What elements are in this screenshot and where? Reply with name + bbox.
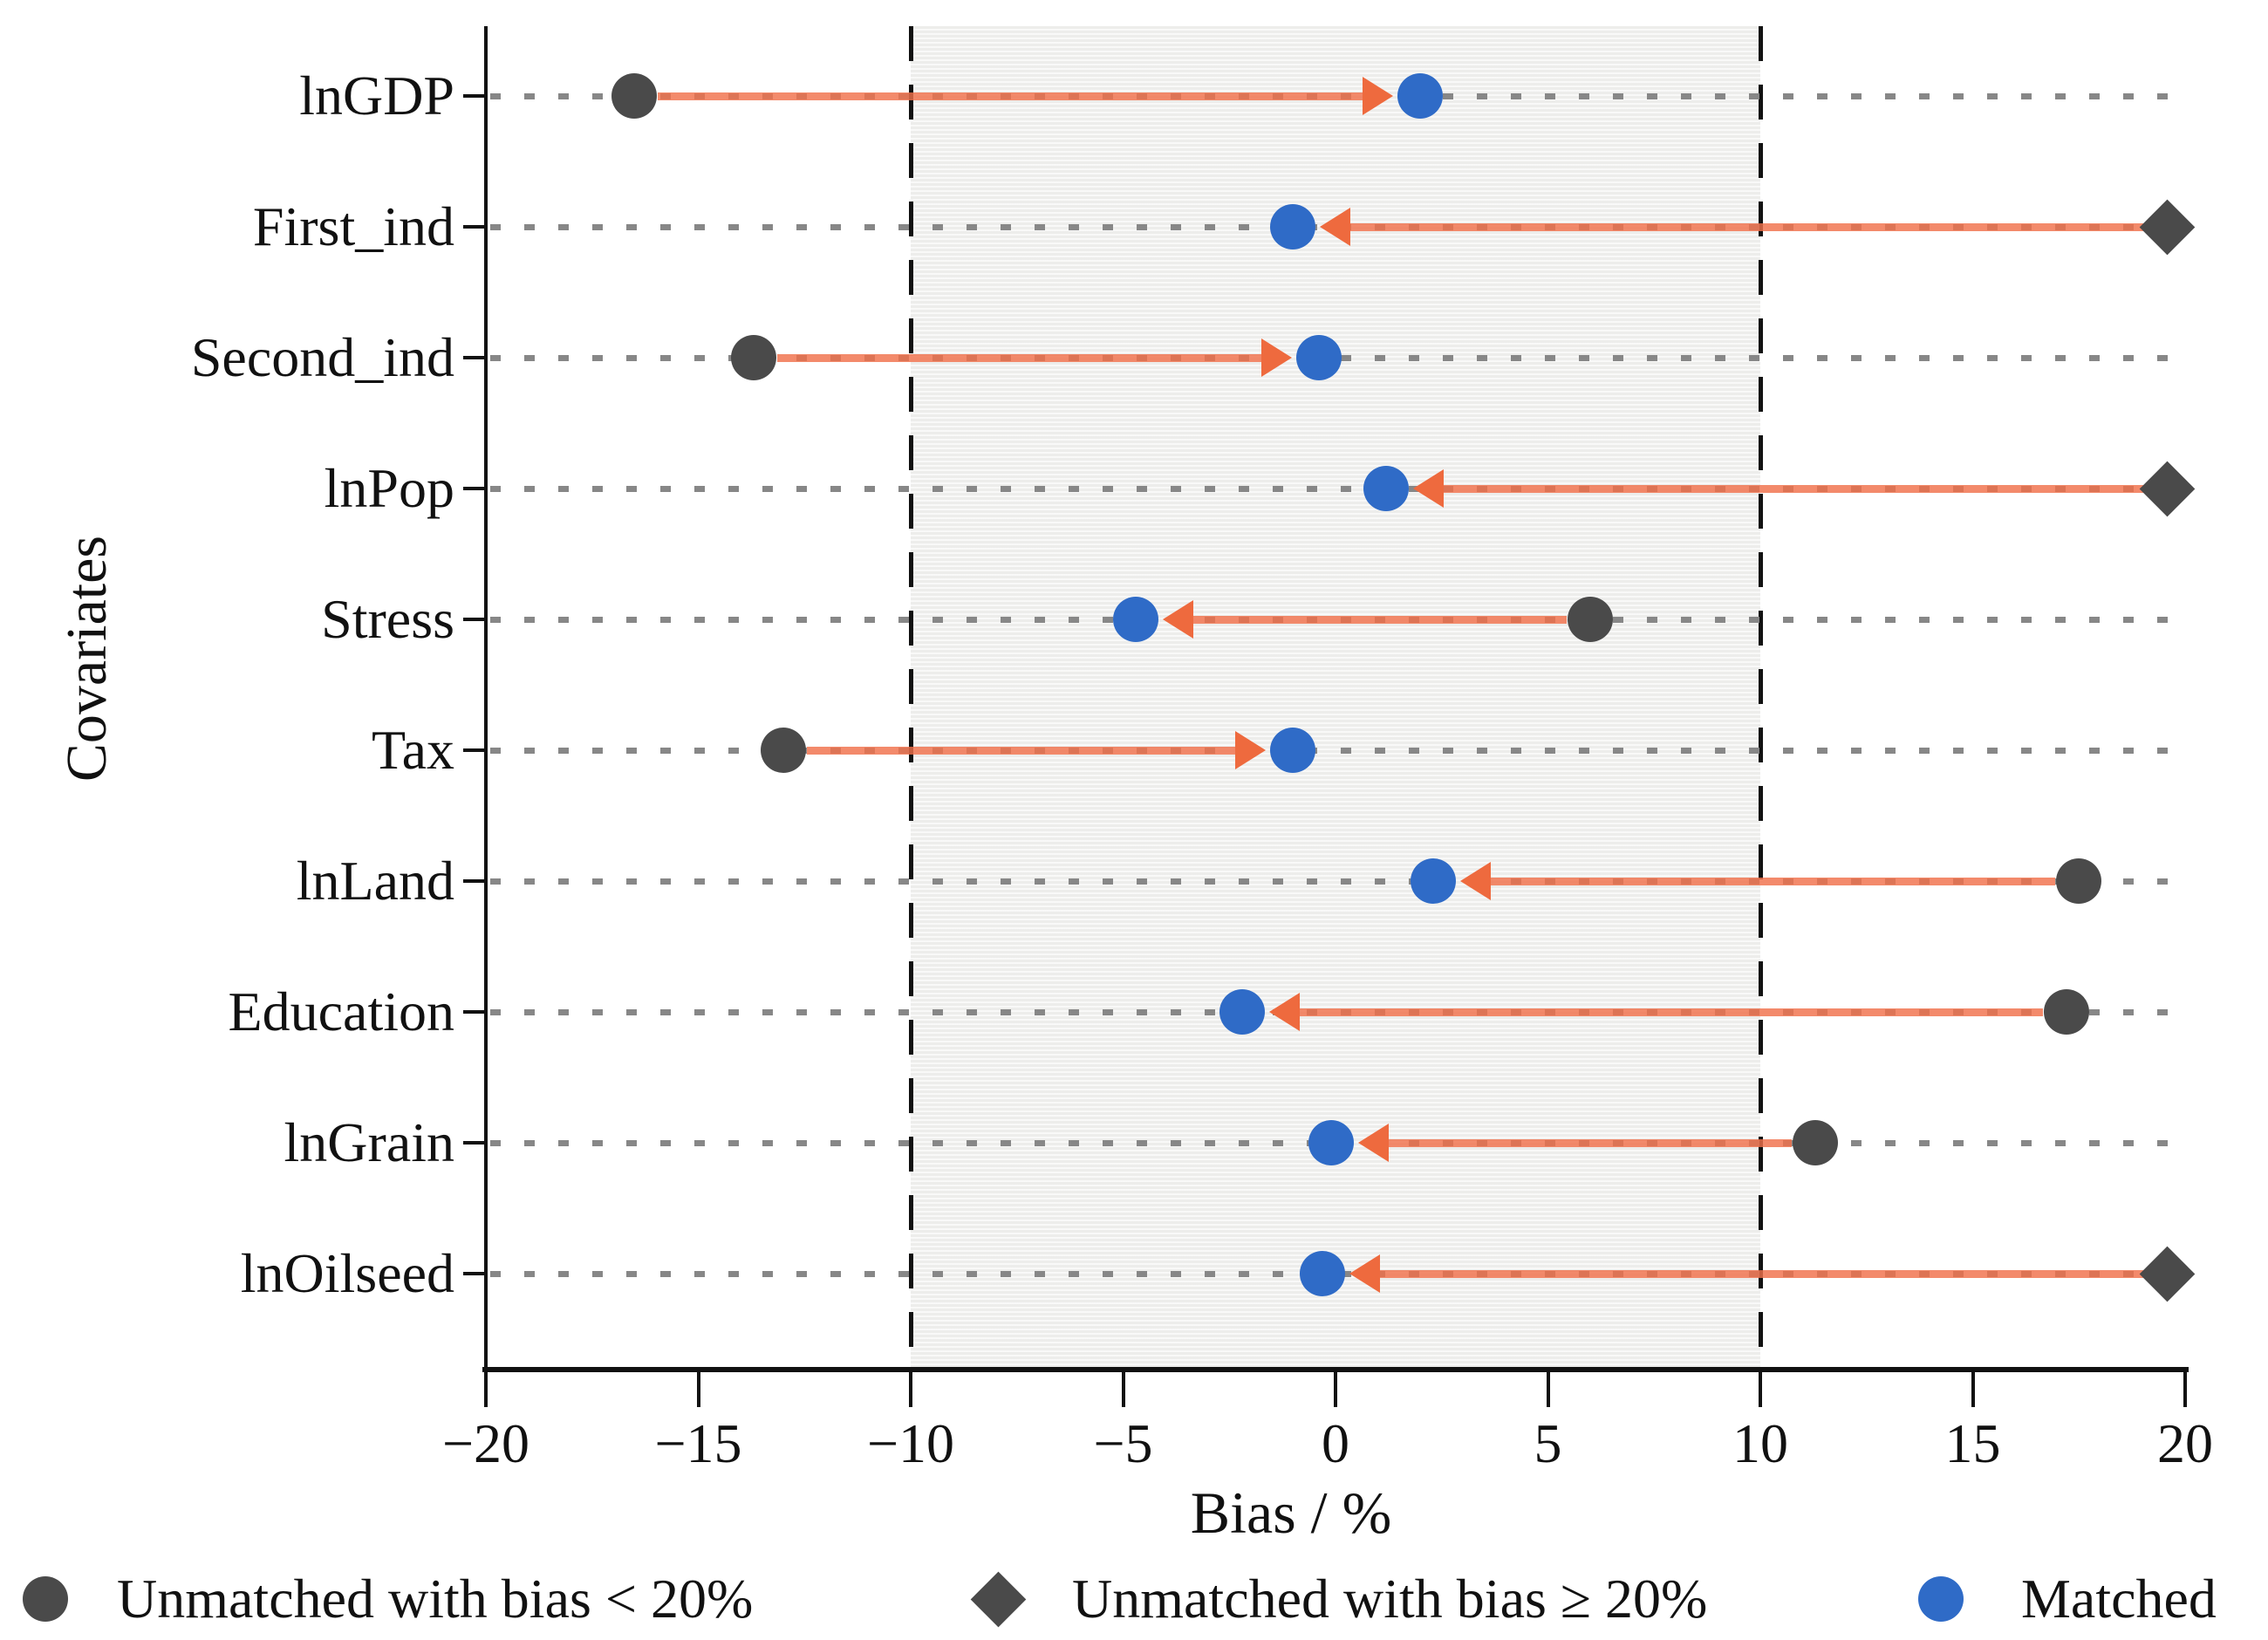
x-tick-label: 20 — [2157, 1412, 2213, 1474]
x-tick-label: 5 — [1534, 1412, 1562, 1474]
arrow-line — [1350, 222, 2143, 231]
legend-label: Unmatched with bias < 20% — [117, 1568, 754, 1630]
row-dotted-line — [490, 878, 2174, 885]
threshold-dashed-line — [1758, 26, 1763, 1370]
arrowhead-icon — [1163, 600, 1194, 639]
x-tick — [1546, 1372, 1550, 1407]
arrow-line — [1389, 1138, 1793, 1147]
x-tick — [696, 1372, 700, 1407]
arrow-line — [1193, 615, 1568, 624]
row-dotted-line — [490, 748, 2174, 754]
legend-label: Unmatched with bias ≥ 20% — [1072, 1568, 1708, 1630]
y-tick — [463, 356, 486, 359]
x-tick-label: 10 — [1732, 1412, 1788, 1474]
arrow-line — [1299, 1008, 2043, 1016]
y-category-label: lnGrain — [284, 1111, 455, 1173]
matched-circle-marker — [1295, 335, 1342, 380]
y-tick — [463, 1272, 486, 1275]
unmatched-diamond-marker — [2139, 199, 2195, 255]
y-category-label: Tax — [371, 719, 454, 781]
unmatched-circle-marker — [2043, 989, 2089, 1035]
matched-circle-icon — [1918, 1576, 1964, 1622]
arrowhead-icon — [1268, 993, 1300, 1031]
arrowhead-icon — [1349, 1254, 1381, 1293]
unmatched-circle-marker — [760, 728, 806, 773]
y-axis-title: Covariates — [55, 535, 119, 782]
matched-circle-marker — [1308, 1120, 1355, 1165]
y-tick — [463, 618, 486, 621]
arrow-line — [1491, 877, 2056, 885]
arrow-line — [776, 353, 1261, 362]
x-tick — [1334, 1372, 1337, 1407]
y-tick — [463, 94, 486, 98]
unmatched-diamond-marker — [2139, 461, 2195, 516]
y-category-label: lnLand — [296, 850, 454, 912]
x-axis-title: Bias / % — [1190, 1479, 1392, 1546]
x-tick — [1759, 1372, 1762, 1407]
arrow-line — [806, 746, 1236, 755]
y-category-label: lnGDP — [299, 65, 454, 126]
y-tick — [463, 1141, 486, 1145]
unmatched-circle-marker — [2056, 858, 2102, 904]
x-tick-label: 15 — [1944, 1412, 2001, 1474]
y-tick — [463, 1010, 486, 1014]
arrowhead-icon — [1413, 469, 1445, 508]
arrow-line — [1444, 484, 2143, 493]
arrow-line — [1380, 1269, 2143, 1278]
matched-circle-marker — [1363, 466, 1410, 511]
matched-circle-marker — [1270, 204, 1316, 249]
threshold-dashed-line — [908, 26, 913, 1370]
y-tick — [463, 748, 486, 752]
legend-item-unmatched-ge20: Unmatched with bias ≥ 20% — [970, 1567, 1708, 1631]
matched-circle-marker — [1113, 597, 1159, 642]
x-tick — [2183, 1372, 2187, 1407]
y-category-label: Stress — [321, 588, 454, 650]
y-category-label: lnPop — [324, 457, 454, 519]
x-tick-label: −10 — [866, 1412, 955, 1474]
x-tick-label: −20 — [441, 1412, 530, 1474]
y-category-label: lnOilseed — [240, 1242, 454, 1304]
y-category-label: Education — [228, 981, 454, 1042]
unmatched-circle-marker — [1568, 597, 1614, 642]
arrowhead-icon — [1460, 862, 1491, 900]
arrowhead-icon — [1320, 208, 1351, 246]
unmatched-diamond-icon — [970, 1571, 1027, 1627]
unmatched-circle-marker — [611, 73, 658, 119]
arrow-line — [658, 92, 1363, 100]
unmatched-circle-icon — [23, 1576, 68, 1622]
arrowhead-icon — [1235, 731, 1267, 769]
unmatched-circle-marker — [1793, 1120, 1839, 1165]
y-category-label: Second_ind — [190, 326, 454, 388]
legend-item-unmatched-lt20: Unmatched with bias < 20% — [23, 1567, 753, 1631]
row-dotted-line — [490, 486, 2174, 492]
matched-circle-marker — [1270, 728, 1316, 773]
y-category-label: First_ind — [252, 195, 454, 257]
x-tick — [1121, 1372, 1125, 1407]
arrowhead-icon — [1260, 338, 1292, 377]
arrowhead-icon — [1358, 1124, 1390, 1162]
x-tick — [909, 1372, 912, 1407]
y-tick — [463, 487, 486, 490]
x-tick-label: 0 — [1322, 1412, 1349, 1474]
y-axis-spine — [484, 26, 488, 1370]
matched-circle-marker — [1411, 858, 1456, 904]
x-tick — [484, 1372, 488, 1407]
legend-label: Matched — [2021, 1568, 2217, 1630]
x-axis-spine — [482, 1367, 2189, 1372]
unmatched-diamond-marker — [2139, 1246, 2195, 1302]
arrowhead-icon — [1363, 77, 1394, 115]
y-tick — [463, 225, 486, 229]
x-tick-label: −15 — [654, 1412, 742, 1474]
x-tick-label: −5 — [1093, 1412, 1153, 1474]
matched-circle-marker — [1219, 989, 1265, 1035]
legend-item-matched: Matched — [1918, 1567, 2217, 1631]
unmatched-circle-marker — [730, 335, 776, 380]
y-tick — [463, 879, 486, 883]
x-tick — [1971, 1372, 1975, 1407]
matched-circle-marker — [1397, 73, 1444, 119]
matched-circle-marker — [1300, 1251, 1346, 1296]
